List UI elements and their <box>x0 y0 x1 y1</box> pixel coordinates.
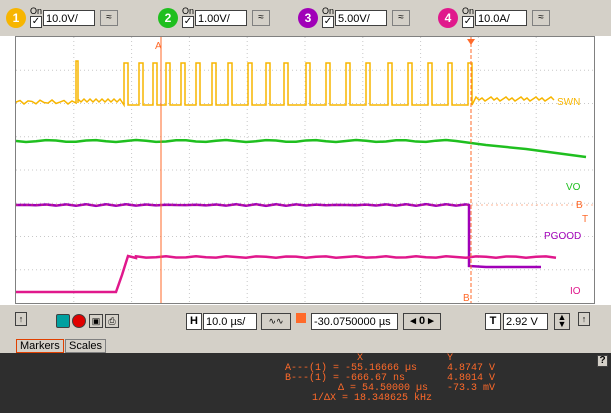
channel-4-scale-field[interactable]: 10.0A/ <box>475 10 527 26</box>
delay-marker-icon <box>296 313 306 323</box>
channel-2-scale-field[interactable]: 1.00V/ <box>195 10 247 26</box>
channel-1-coupling-icon[interactable]: ≈ <box>100 10 118 26</box>
channel-toolbar: 1 On ✓ 10.0V/ ≈ 2 On ✓ 1.00V/ ≈ 3 On ✓ 5… <box>0 0 611 36</box>
trigger-position-icon <box>467 39 475 45</box>
channel-3-badge[interactable]: 3 <box>298 8 318 28</box>
scroll-up-button[interactable]: ↑ <box>15 312 27 326</box>
pgood-label: PGOOD <box>544 231 582 242</box>
column-x-header: X <box>357 353 364 364</box>
help-button[interactable]: ? <box>597 355 608 367</box>
markers-panel: X Y A---(1) = -55.16666 µs 4.8747 V B---… <box>0 353 611 413</box>
delay-field[interactable]: -30.0750000 µs <box>311 313 398 330</box>
waveform-grid <box>16 37 594 303</box>
marker-b-row: B---(1) = -666.67 ns <box>285 373 406 384</box>
channel-1-badge[interactable]: 1 <box>6 8 26 28</box>
channel-4-badge[interactable]: 4 <box>438 8 458 28</box>
marker-b-y: 4.8014 V <box>447 373 496 384</box>
tab-scales[interactable]: Scales <box>65 339 107 353</box>
swn-label: SWN <box>557 97 581 108</box>
frequency-row: 1/ΔX = 18.348625 kHz <box>312 393 433 404</box>
marker-a-y: 4.8747 V <box>447 363 496 374</box>
column-y-header: Y <box>447 353 454 364</box>
swn-trace <box>16 60 555 108</box>
marker-b-label[interactable]: B <box>463 293 470 304</box>
delta-row: Δ = 54.50000 µs <box>338 383 429 394</box>
print-icon[interactable]: ⎙ <box>105 314 119 328</box>
channel-4-coupling-icon[interactable]: ≈ <box>532 10 550 26</box>
marker-a-label[interactable]: A <box>155 41 162 52</box>
channel-1-checkbox[interactable]: ✓ <box>30 16 42 28</box>
vo-trace <box>16 138 587 159</box>
channel-1-on-label: On <box>30 6 43 16</box>
panel-tabs: Markers Scales <box>0 339 611 353</box>
marker-a-row: A---(1) = -55.16666 µs <box>285 363 418 374</box>
trigger-level-label[interactable]: T <box>582 214 589 225</box>
channel-2-coupling-icon[interactable]: ≈ <box>252 10 270 26</box>
control-toolbar: ↑ ▣ ⎙ H 10.0 µs/ ∿∿ -30.0750000 µs ◂ 0 ▸… <box>0 305 611 339</box>
channel-4-on-label: On <box>462 6 475 16</box>
save-icon[interactable]: ▣ <box>89 314 103 328</box>
channel-2-checkbox[interactable]: ✓ <box>182 16 194 28</box>
delta-y: -73.3 mV <box>447 383 496 394</box>
io-label: IO <box>570 286 581 297</box>
trigger-up-button[interactable]: ↑ <box>578 312 590 326</box>
channel-1-scale-field[interactable]: 10.0V/ <box>43 10 95 26</box>
channel-3-checkbox[interactable]: ✓ <box>322 16 334 28</box>
channel-4-checkbox[interactable]: ✓ <box>462 16 474 28</box>
marker-by-label[interactable]: B <box>576 200 583 211</box>
channel-2-on-label: On <box>182 6 195 16</box>
horizontal-scale-label: H <box>186 313 202 330</box>
nav-right-icon[interactable]: ▸ <box>428 315 434 327</box>
channel-3-coupling-icon[interactable]: ≈ <box>392 10 410 26</box>
acquisition-mode-icon[interactable]: ∿∿ <box>261 313 291 330</box>
channel-3-scale-field[interactable]: 5.00V/ <box>335 10 387 26</box>
trigger-label: T <box>485 313 501 330</box>
waveform-display[interactable]: A B SWN VO PGOOD IO T B <box>15 36 595 304</box>
delay-navigation-control[interactable]: ◂ 0 ▸ <box>403 313 441 330</box>
record-button[interactable] <box>72 314 86 328</box>
channel-3-on-label: On <box>322 6 335 16</box>
nav-left-icon[interactable]: ◂ <box>410 315 416 327</box>
trigger-stepper[interactable]: ▲ ▼ <box>554 313 570 330</box>
tab-markers[interactable]: Markers <box>16 339 64 353</box>
vo-label: VO <box>566 182 581 193</box>
run-button[interactable] <box>56 314 70 328</box>
trigger-level-field[interactable]: 2.92 V <box>503 313 548 330</box>
horizontal-scale-field[interactable]: 10.0 µs/ <box>203 313 257 330</box>
nav-center-label[interactable]: 0 <box>418 315 426 327</box>
channel-2-badge[interactable]: 2 <box>158 8 178 28</box>
io-trace <box>16 254 557 294</box>
